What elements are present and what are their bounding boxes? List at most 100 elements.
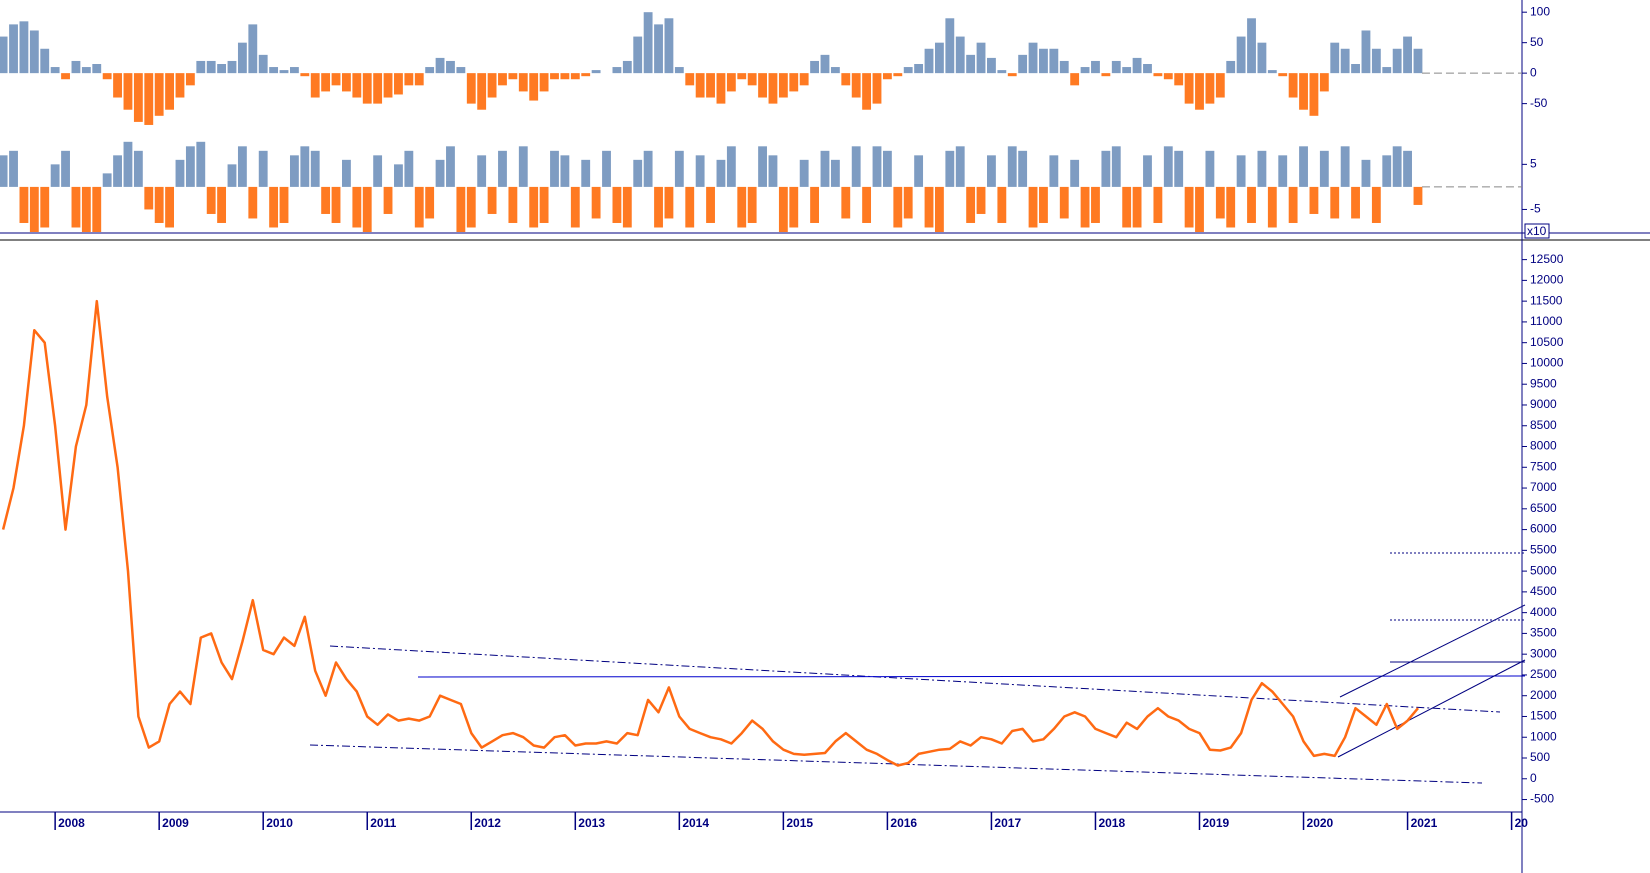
y-tick-label: 8000 bbox=[1530, 439, 1557, 453]
bar bbox=[321, 73, 331, 92]
bar bbox=[1007, 146, 1017, 187]
bar bbox=[352, 73, 362, 98]
bar bbox=[1132, 57, 1142, 74]
bar bbox=[1070, 159, 1080, 187]
bar bbox=[685, 73, 695, 86]
bar bbox=[227, 60, 237, 74]
bar bbox=[383, 73, 393, 98]
x-tick-label: 2016 bbox=[890, 816, 917, 830]
bar bbox=[1382, 155, 1392, 187]
bar bbox=[914, 64, 924, 74]
x-tick-label: 2009 bbox=[162, 816, 189, 830]
bar bbox=[1039, 186, 1048, 223]
bar bbox=[1361, 30, 1371, 74]
bar bbox=[1267, 186, 1277, 228]
bar bbox=[1184, 186, 1194, 228]
bar bbox=[185, 73, 195, 86]
y-tick-label: 12000 bbox=[1530, 273, 1564, 287]
bar bbox=[362, 186, 372, 232]
bar bbox=[1236, 36, 1246, 74]
x-tick-label: 2012 bbox=[474, 816, 501, 830]
bar bbox=[331, 186, 341, 223]
bar bbox=[456, 67, 466, 74]
bar bbox=[1247, 18, 1256, 74]
bar bbox=[352, 186, 362, 228]
bar bbox=[9, 150, 18, 187]
bar bbox=[882, 150, 892, 187]
bar bbox=[1091, 60, 1100, 74]
bar bbox=[362, 73, 372, 104]
trend-line bbox=[309, 744, 1483, 784]
bar bbox=[518, 73, 528, 92]
trend-line bbox=[329, 645, 1501, 713]
bar bbox=[737, 73, 747, 80]
bar bbox=[1319, 150, 1329, 187]
bar bbox=[1403, 36, 1412, 74]
y-tick-label: 5500 bbox=[1530, 543, 1557, 557]
y-tick-label: 2000 bbox=[1530, 688, 1557, 702]
bar bbox=[570, 73, 580, 80]
y-tick-label: 50 bbox=[1530, 35, 1544, 49]
bar bbox=[113, 73, 122, 98]
bar bbox=[394, 73, 403, 95]
bar bbox=[726, 73, 736, 92]
bar bbox=[50, 67, 60, 74]
bar bbox=[300, 146, 310, 187]
bar bbox=[279, 186, 289, 223]
bar bbox=[1184, 73, 1194, 104]
price-line bbox=[1, 299, 1419, 767]
bar bbox=[1247, 186, 1256, 223]
bar bbox=[1007, 73, 1017, 77]
bar bbox=[768, 73, 778, 104]
bar bbox=[196, 141, 206, 187]
bar bbox=[550, 150, 559, 187]
bar bbox=[778, 73, 788, 98]
bar bbox=[446, 146, 455, 187]
bar bbox=[1132, 186, 1142, 228]
bar bbox=[966, 54, 976, 74]
bar bbox=[1371, 186, 1381, 223]
y-tick-label: 4000 bbox=[1530, 605, 1557, 619]
bar bbox=[643, 12, 653, 74]
bar bbox=[1330, 42, 1340, 74]
bar bbox=[1153, 73, 1163, 77]
y-tick-label: 10500 bbox=[1530, 335, 1564, 349]
bar bbox=[1392, 48, 1402, 74]
bar bbox=[373, 73, 383, 104]
bar bbox=[966, 186, 976, 223]
bar bbox=[435, 159, 445, 187]
bar bbox=[778, 186, 788, 232]
bar bbox=[539, 186, 549, 223]
y-tick-label: -5 bbox=[1530, 202, 1541, 216]
bar bbox=[1361, 159, 1371, 187]
bar bbox=[508, 186, 518, 223]
bar bbox=[508, 73, 518, 80]
bar bbox=[1288, 186, 1298, 223]
bar bbox=[300, 73, 310, 77]
bar bbox=[1309, 186, 1319, 214]
y-tick-label: 3500 bbox=[1530, 626, 1557, 640]
bar bbox=[425, 67, 435, 74]
x-tick-label: 2011 bbox=[370, 816, 396, 830]
bar bbox=[799, 73, 809, 86]
bar bbox=[570, 186, 580, 228]
bar bbox=[394, 164, 403, 187]
bar bbox=[581, 73, 591, 77]
bar bbox=[1049, 48, 1059, 74]
bar bbox=[934, 42, 944, 74]
y-tick-label: 500 bbox=[1530, 750, 1550, 764]
bar bbox=[123, 141, 133, 187]
bar bbox=[289, 155, 299, 187]
bar bbox=[1111, 146, 1121, 187]
bar bbox=[1267, 70, 1277, 74]
bar bbox=[789, 186, 799, 228]
bar bbox=[976, 42, 986, 74]
bar bbox=[768, 155, 778, 187]
x-tick-label: 20 bbox=[1515, 816, 1529, 830]
bar bbox=[893, 186, 903, 228]
bar bbox=[1091, 186, 1100, 223]
bar bbox=[1101, 73, 1111, 77]
bar bbox=[654, 186, 663, 228]
bar bbox=[1039, 48, 1048, 74]
bar bbox=[258, 54, 268, 74]
